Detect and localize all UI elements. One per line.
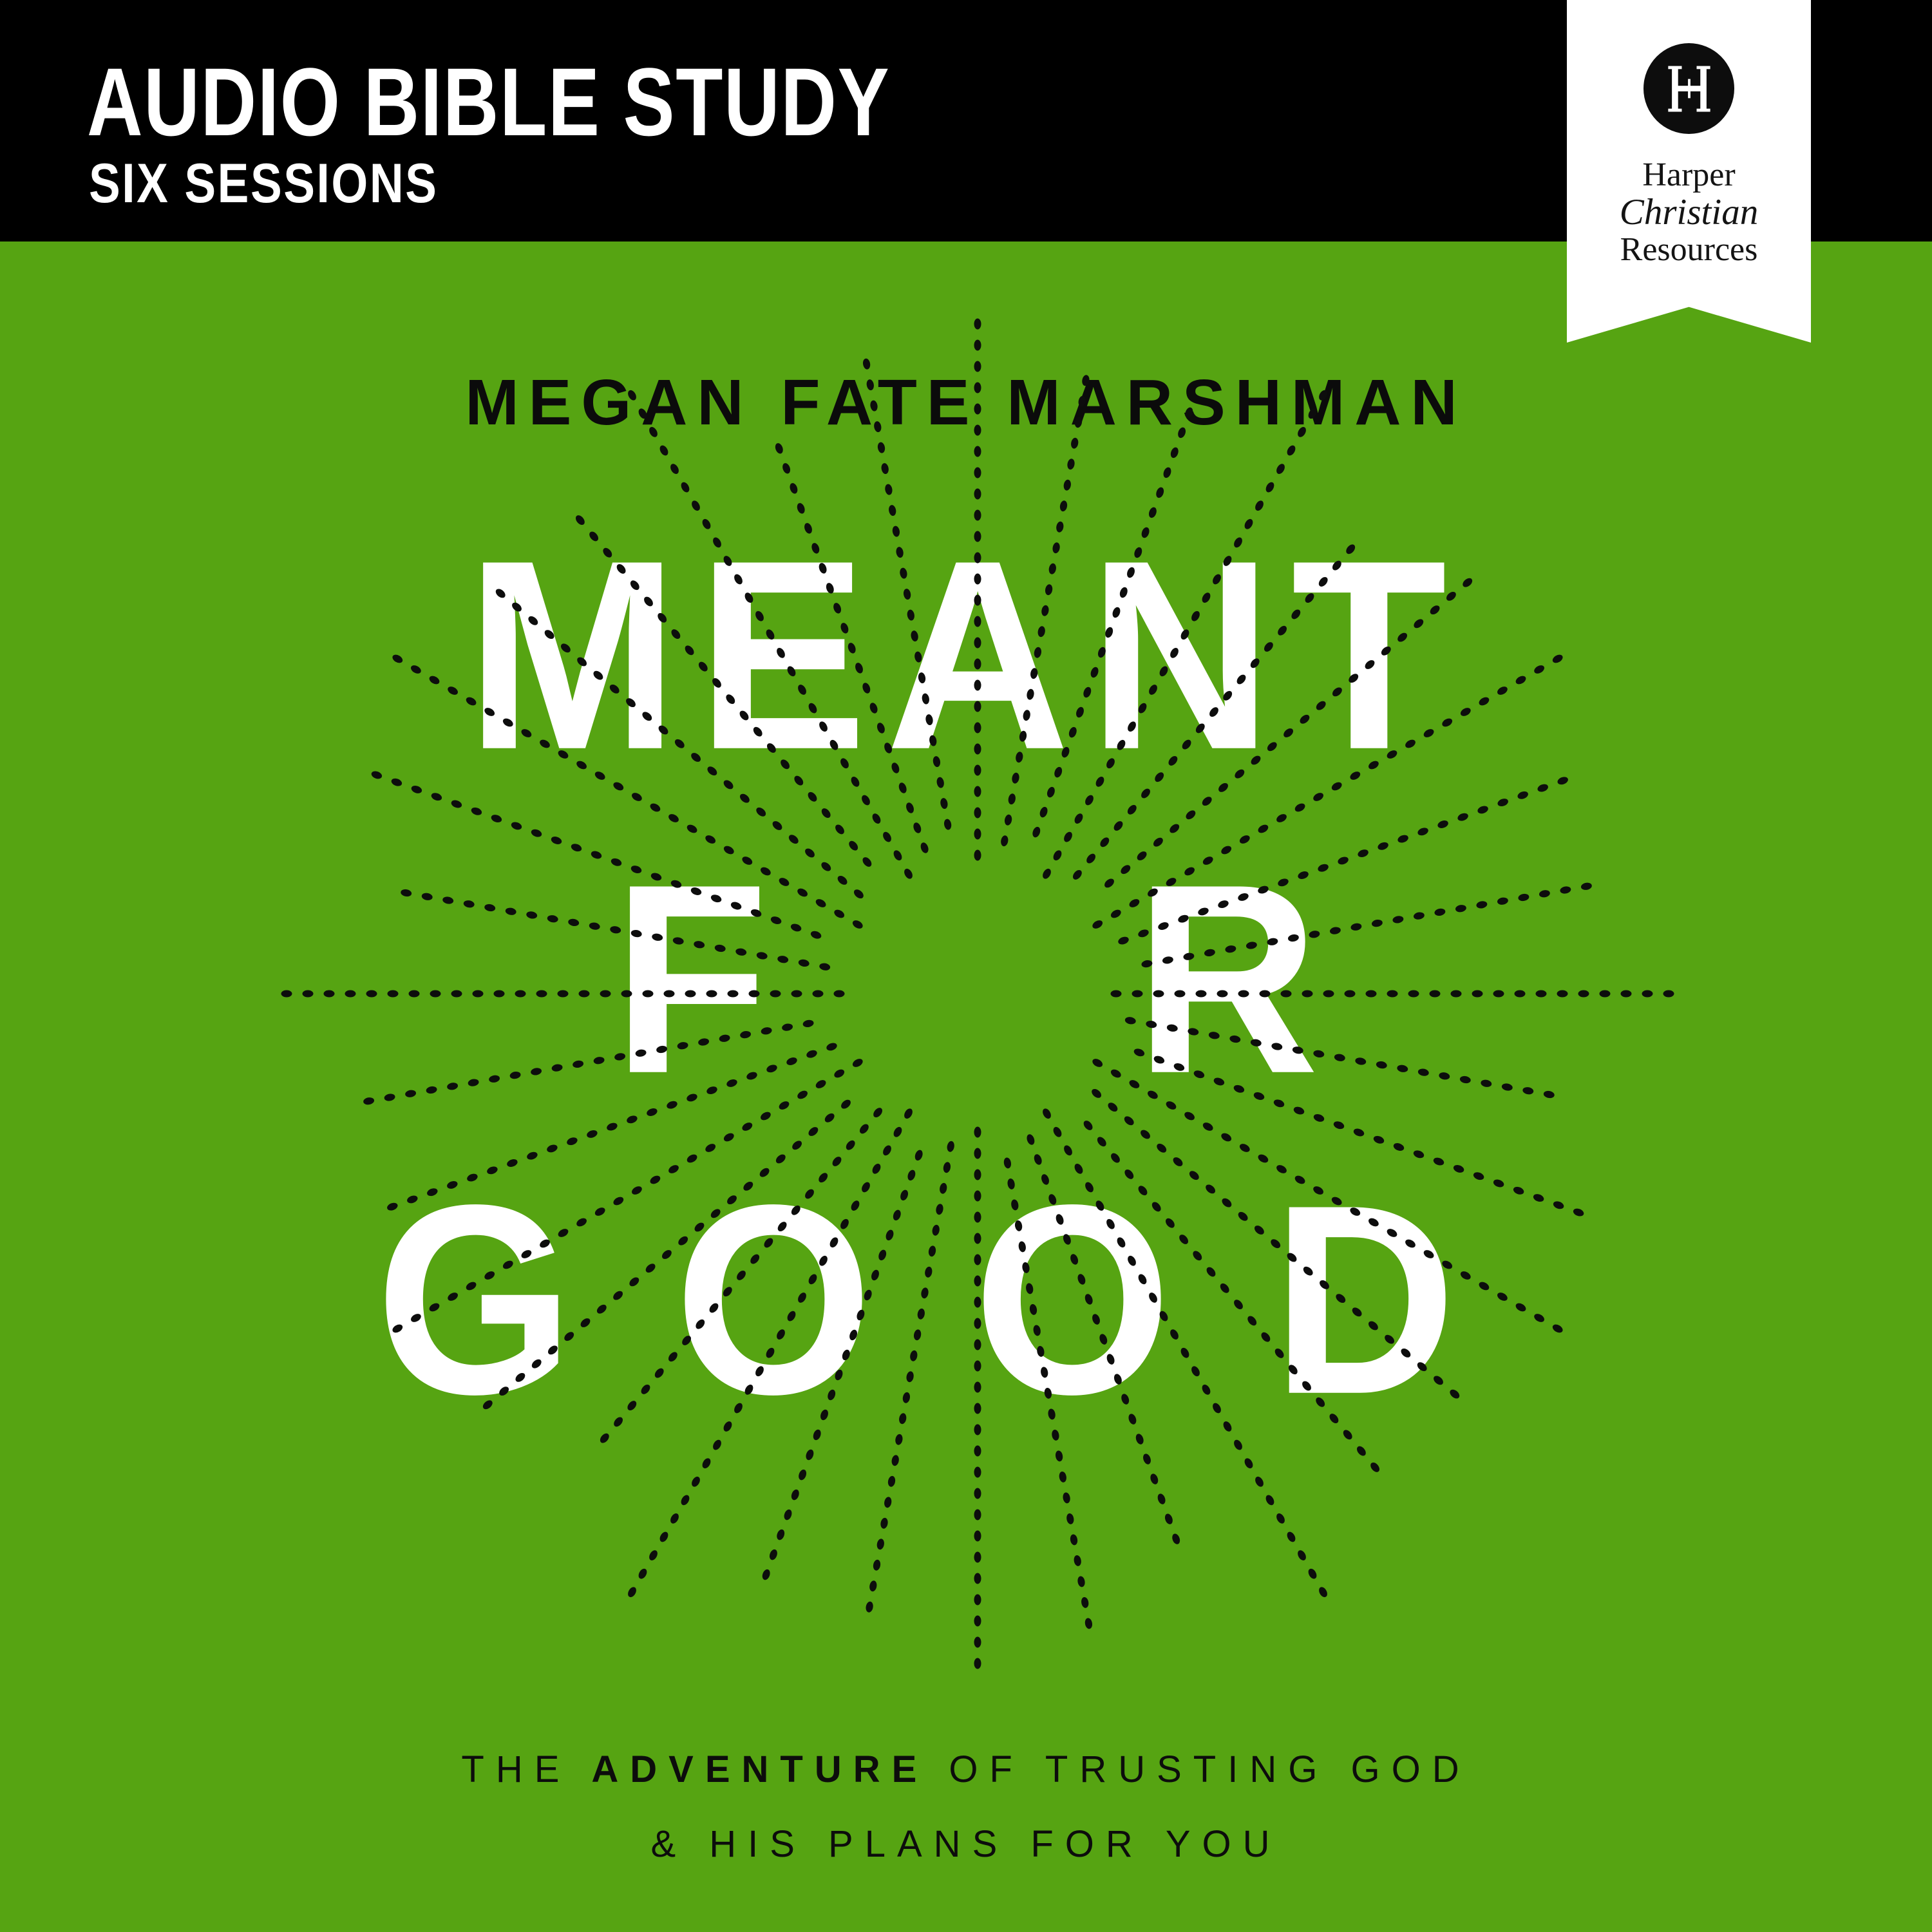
banner-title: AUDIO BIBLE STUDY (87, 47, 891, 156)
publisher-name: Harper Christian Resources (1567, 156, 1811, 269)
publisher-name-line3: Resources (1620, 231, 1758, 268)
subtitle-word-the: THE (461, 1748, 571, 1790)
publisher-ribbon: Harper Christian Resources (1567, 0, 1811, 343)
subtitle-words-of-trusting-god: OF TRUSTING GOD (949, 1748, 1471, 1790)
subtitle-word-adventure: ADVENTURE (591, 1748, 929, 1790)
publisher-name-line2: Christian (1619, 192, 1759, 232)
subtitle-line-2: & HIS PLANS FOR YOU (0, 1821, 1932, 1866)
publisher-name-line1: Harper (1642, 156, 1736, 193)
subtitle-words-his-plans: & HIS PLANS FOR YOU (650, 1823, 1282, 1865)
title-word-meant: MEANT (466, 504, 1466, 806)
title-letter-f: F (612, 828, 769, 1130)
harper-monogram-icon (1643, 43, 1734, 134)
banner-subtitle: SIX SESSIONS (89, 153, 439, 214)
hh-logo-icon (1667, 65, 1710, 112)
title-word-good: GOOD (375, 1148, 1557, 1450)
author-name: MEGAN FATE MARSHMAN (465, 366, 1467, 439)
subtitle-line-1: THE ADVENTURE OF TRUSTING GOD (0, 1747, 1932, 1792)
title-line-meant: MEANT (0, 520, 1932, 790)
title-line-good: GOOD (0, 1164, 1932, 1435)
title-letter-r: R (1135, 828, 1320, 1130)
